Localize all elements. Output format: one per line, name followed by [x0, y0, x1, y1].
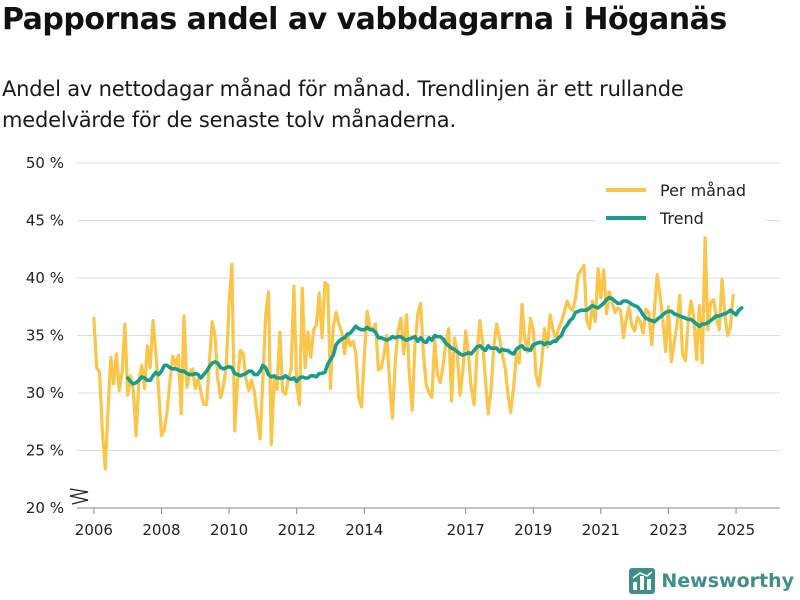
y-tick-label-20: 20 % — [26, 499, 64, 517]
x-tick-label-2010: 2010 — [210, 521, 248, 539]
axis-break-icon — [69, 488, 89, 505]
gridlines — [77, 162, 780, 451]
series-lines — [92, 236, 744, 471]
newsworthy-logo: Newsworthy — [629, 568, 794, 594]
series-line-per-manad — [92, 236, 735, 471]
y-tick-label-40: 40 % — [26, 269, 64, 287]
legend: Per månad Trend — [596, 176, 766, 234]
y-tick-label-35: 35 % — [26, 327, 64, 345]
chart-title: Pappornas andel av vabbdagarna i Höganäs — [2, 2, 727, 37]
x-tick-label-2012: 2012 — [278, 521, 316, 539]
x-tick-label-2014: 2014 — [345, 521, 383, 539]
x-axis — [69, 488, 780, 514]
brand-name: Newsworthy — [661, 570, 794, 592]
x-tick-label-2006: 2006 — [75, 521, 113, 539]
x-tick-label-2008: 2008 — [142, 521, 180, 539]
y-tick-label-50: 50 % — [26, 154, 64, 172]
x-tick-label-2019: 2019 — [514, 521, 552, 539]
x-tick-label-2017: 2017 — [447, 521, 485, 539]
legend-label-monthly: Per månad — [660, 181, 746, 200]
x-tick-label-2023: 2023 — [649, 521, 687, 539]
line-chart: 20 % 25 % 30 % 35 % 40 % 45 % 50 % 2006 2008 201… — [26, 154, 780, 539]
legend-label-trend: Trend — [659, 209, 704, 228]
y-axis-labels: 20 % 25 % 30 % 35 % 40 % 45 % 50 % — [26, 154, 64, 517]
x-axis-labels: 2006 2008 2010 2012 2014 2017 2019 2021 2023 2025 — [75, 521, 755, 539]
y-tick-label-25: 25 % — [26, 442, 64, 460]
chart-subtitle: Andel av nettodagar månad för månad. Tre… — [2, 77, 684, 132]
bar-chart-icon — [629, 568, 656, 594]
series-line-trend — [125, 295, 744, 386]
x-tick-label-2025: 2025 — [717, 521, 755, 539]
y-tick-label-30: 30 % — [26, 384, 64, 402]
x-tick-label-2021: 2021 — [582, 521, 620, 539]
y-tick-label-45: 45 % — [26, 212, 64, 230]
